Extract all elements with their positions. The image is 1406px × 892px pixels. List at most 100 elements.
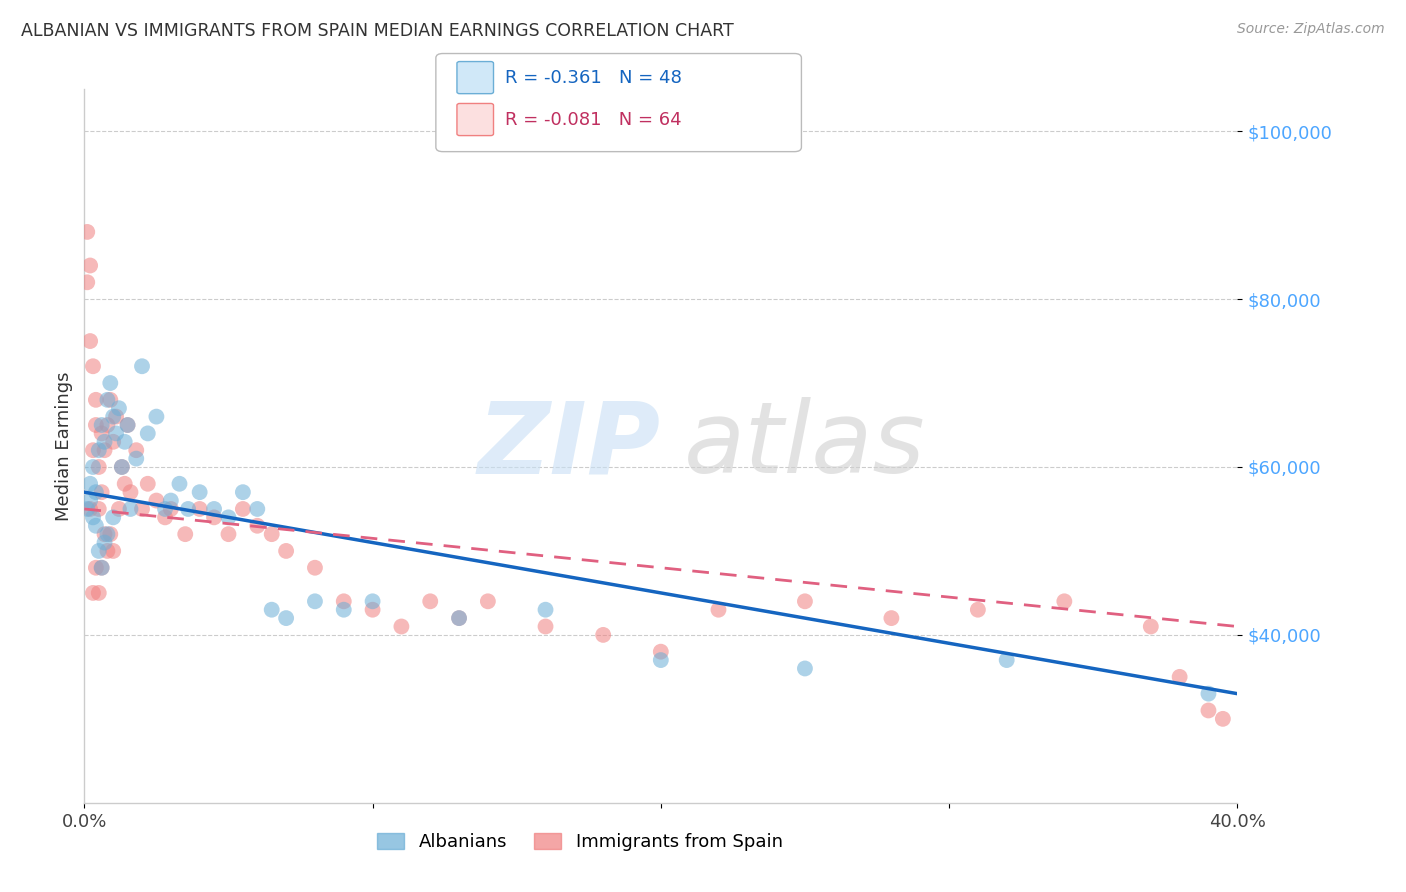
- Point: [79, 259, 101, 273]
- Point: [202, 510, 225, 524]
- Point: [79, 334, 101, 348]
- Point: [103, 434, 124, 449]
- Point: [93, 434, 115, 449]
- Point: [650, 653, 672, 667]
- Point: [1053, 594, 1076, 608]
- Point: [419, 594, 441, 608]
- Point: [145, 493, 167, 508]
- Point: [96, 417, 118, 432]
- Point: [93, 527, 115, 541]
- Point: [534, 603, 557, 617]
- Point: [153, 510, 176, 524]
- Point: [87, 544, 110, 558]
- Point: [1168, 670, 1191, 684]
- Point: [111, 460, 134, 475]
- Point: [90, 560, 112, 574]
- Point: [260, 603, 283, 617]
- Point: [707, 603, 730, 617]
- Point: [76, 275, 98, 289]
- Point: [276, 544, 298, 558]
- Point: [131, 359, 153, 374]
- Point: [361, 594, 384, 608]
- Point: [96, 392, 118, 407]
- Point: [105, 426, 128, 441]
- Point: [93, 535, 115, 549]
- Text: atlas: atlas: [683, 398, 925, 494]
- Point: [160, 493, 183, 508]
- Point: [82, 359, 104, 374]
- Text: R = -0.361   N = 48: R = -0.361 N = 48: [505, 69, 682, 87]
- Point: [108, 502, 131, 516]
- Point: [246, 518, 269, 533]
- Point: [82, 460, 104, 475]
- Point: [136, 476, 159, 491]
- Point: [333, 594, 356, 608]
- Point: [246, 502, 269, 516]
- Point: [84, 392, 107, 407]
- Point: [995, 653, 1018, 667]
- Point: [232, 502, 254, 516]
- Point: [114, 434, 136, 449]
- Point: [98, 392, 121, 407]
- Point: [125, 451, 148, 466]
- Point: [96, 544, 118, 558]
- Point: [76, 225, 98, 239]
- Legend: Albanians, Immigrants from Spain: Albanians, Immigrants from Spain: [370, 825, 790, 858]
- Point: [114, 476, 136, 491]
- Point: [361, 603, 384, 617]
- Point: [90, 485, 112, 500]
- Point: [131, 502, 153, 516]
- Point: [76, 502, 98, 516]
- Point: [98, 376, 121, 390]
- Point: [232, 485, 254, 500]
- Point: [650, 645, 672, 659]
- Point: [592, 628, 614, 642]
- Point: [1140, 619, 1163, 633]
- Point: [82, 443, 104, 458]
- Point: [108, 401, 131, 416]
- Point: [260, 527, 283, 541]
- Point: [880, 611, 903, 625]
- Point: [534, 619, 557, 633]
- Text: ZIP: ZIP: [478, 398, 661, 494]
- Point: [96, 527, 118, 541]
- Point: [105, 409, 128, 424]
- Point: [174, 527, 197, 541]
- Point: [276, 611, 298, 625]
- Point: [477, 594, 499, 608]
- Text: Source: ZipAtlas.com: Source: ZipAtlas.com: [1237, 22, 1385, 37]
- Point: [136, 426, 159, 441]
- Point: [333, 603, 356, 617]
- Point: [84, 417, 107, 432]
- Point: [1198, 687, 1220, 701]
- Point: [794, 661, 817, 675]
- Point: [177, 502, 200, 516]
- Point: [188, 485, 211, 500]
- Point: [103, 409, 124, 424]
- Point: [79, 493, 101, 508]
- Point: [87, 502, 110, 516]
- Point: [1212, 712, 1234, 726]
- Point: [84, 485, 107, 500]
- Point: [153, 502, 176, 516]
- Point: [79, 476, 101, 491]
- Point: [304, 594, 326, 608]
- Point: [87, 443, 110, 458]
- Point: [98, 527, 121, 541]
- Point: [1198, 703, 1220, 717]
- Point: [120, 502, 142, 516]
- Point: [111, 460, 134, 475]
- Y-axis label: Median Earnings: Median Earnings: [55, 371, 73, 521]
- Point: [967, 603, 990, 617]
- Point: [117, 417, 139, 432]
- Point: [82, 586, 104, 600]
- Point: [87, 586, 110, 600]
- Point: [202, 502, 225, 516]
- Point: [117, 417, 139, 432]
- Point: [103, 544, 124, 558]
- Point: [90, 417, 112, 432]
- Point: [84, 518, 107, 533]
- Point: [120, 485, 142, 500]
- Point: [90, 560, 112, 574]
- Point: [82, 510, 104, 524]
